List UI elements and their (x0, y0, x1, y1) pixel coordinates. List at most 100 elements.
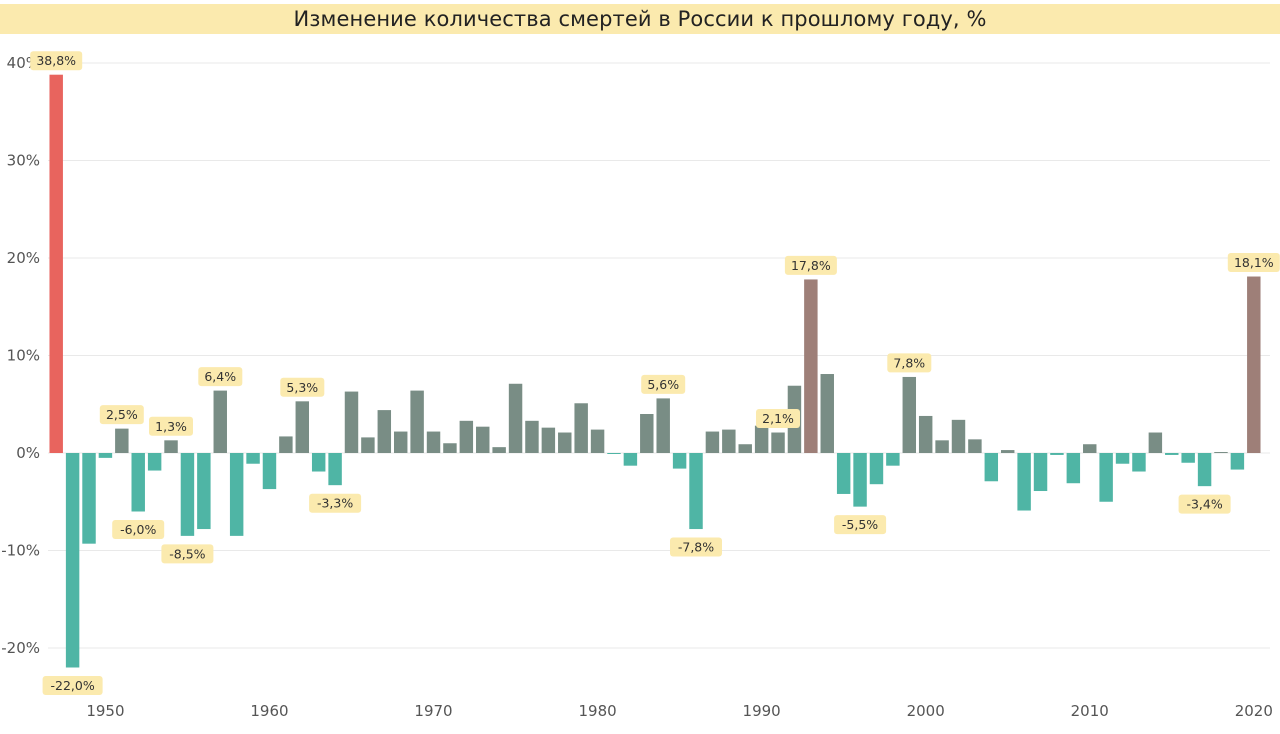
bar-2007 (1033, 453, 1048, 492)
x-tick-label: 2010 (1071, 702, 1109, 720)
bar-1947 (49, 74, 63, 453)
bar-2018 (1214, 452, 1228, 454)
bar-1997 (869, 453, 884, 485)
data-label-1986: -7,8% (678, 540, 714, 555)
bar-1971 (443, 443, 457, 453)
bar-1967 (377, 410, 392, 453)
bar-1999 (902, 376, 917, 453)
bar-1958 (229, 453, 244, 536)
y-tick-label: -20% (1, 639, 40, 657)
data-label-background (834, 515, 887, 535)
bar-1962 (295, 401, 310, 453)
data-label-background (161, 544, 214, 564)
bar-1998 (886, 453, 900, 466)
bar-1970 (426, 431, 441, 453)
x-tick-label: 1960 (250, 702, 288, 720)
x-tick-label: 1990 (743, 702, 781, 720)
chart-title: Изменение количества смертей в России к … (293, 7, 987, 31)
bar-1959 (246, 453, 260, 464)
data-label-background (112, 520, 165, 539)
data-label-1962: 5,3% (286, 380, 318, 395)
data-label-1954: 1,3% (155, 419, 187, 434)
bar-1982 (623, 453, 638, 466)
bar-1977 (541, 427, 556, 453)
bar-1961 (279, 436, 293, 453)
bar-2019 (1230, 453, 1245, 470)
bar-1993 (804, 279, 818, 453)
data-labels: 38,8% -22,0% 2,5% -6,0% 1,3% -8,5% 6,4% 5,3% -3,… (30, 51, 1280, 695)
bar-2009 (1066, 453, 1081, 484)
bar-2010 (1083, 444, 1097, 454)
data-label-1984: 5,6% (647, 377, 679, 392)
data-label-1964: -3,3% (317, 496, 353, 511)
bar-1948 (65, 453, 80, 668)
data-label-background (1178, 494, 1231, 514)
data-label-1996: -5,5% (842, 517, 878, 532)
bars (49, 74, 1261, 668)
bar-1952 (131, 453, 145, 512)
bar-1976 (525, 420, 539, 453)
x-tick-label: 2000 (907, 702, 945, 720)
data-label-background (641, 374, 686, 394)
data-label-background (1227, 253, 1280, 272)
gridlines (48, 62, 1270, 649)
bar-1980 (590, 429, 605, 453)
data-label-1955: -8,5% (169, 546, 205, 561)
bar-1975 (508, 383, 523, 453)
data-label-background (756, 409, 800, 428)
bar-2016 (1181, 453, 1195, 463)
bar-1972 (459, 420, 474, 453)
bar-1957 (213, 390, 227, 453)
data-label-1999: 7,8% (893, 355, 925, 370)
bar-1953 (147, 453, 162, 471)
bar-1987 (705, 431, 720, 453)
bar-1978 (558, 432, 572, 453)
bar-1966 (361, 437, 375, 453)
bar-1988 (722, 429, 736, 453)
bar-2006 (1017, 453, 1031, 511)
bar-2001 (935, 440, 949, 453)
data-label-1948: -22,0% (50, 678, 94, 693)
y-tick-label: 10% (7, 347, 40, 365)
bar-1983 (640, 414, 654, 453)
bar-1991 (771, 432, 785, 453)
data-label-background (784, 255, 837, 275)
bar-2008 (1050, 453, 1064, 455)
bar-1979 (574, 403, 588, 453)
data-label-1991: 2,1% (762, 411, 794, 426)
bar-1951 (115, 428, 129, 454)
bar-2003 (968, 439, 982, 453)
bar-1995 (836, 453, 851, 494)
bar-1985 (672, 453, 687, 469)
bar-2004 (984, 453, 999, 482)
y-tick-label: -10% (1, 542, 40, 560)
x-tick-label: 1980 (578, 702, 616, 720)
bar-1990 (754, 425, 769, 453)
data-label-2020: 18,1% (1234, 255, 1274, 270)
data-label-2017: -3,4% (1186, 497, 1222, 512)
x-tick-label: 1950 (86, 702, 124, 720)
bar-2012 (1115, 453, 1130, 464)
data-label-background (670, 537, 722, 557)
x-tick-label: 2020 (1235, 702, 1273, 720)
data-label-background (887, 353, 932, 373)
bar-1984 (656, 398, 670, 453)
bar-2017 (1197, 453, 1212, 487)
bar-1963 (311, 453, 326, 472)
data-label-background (42, 676, 103, 695)
bar-1950 (98, 453, 113, 458)
data-label-1947: 38,8% (36, 53, 76, 68)
bar-1974 (492, 447, 506, 453)
bar-2005 (1000, 450, 1015, 453)
bar-1986 (689, 453, 703, 530)
y-tick-label: 30% (7, 152, 40, 170)
data-label-background (149, 416, 193, 436)
bar-1994 (820, 374, 834, 453)
y-axis-ticks: 40%30%20%10%0%-10%-20% (1, 54, 40, 657)
bar-2020 (1247, 276, 1261, 453)
bar-1981 (607, 453, 621, 454)
bar-2002 (951, 419, 966, 453)
data-label-1952: -6,0% (120, 522, 156, 537)
bar-1996 (853, 453, 867, 507)
